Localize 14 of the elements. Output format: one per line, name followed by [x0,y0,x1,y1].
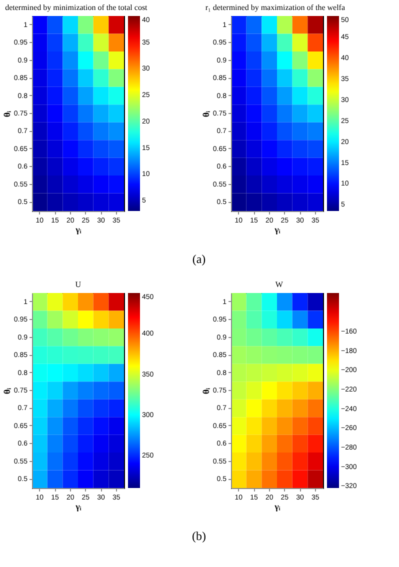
y-axis-title: θᵢ [200,387,211,394]
chart-title: W [275,280,284,289]
x-axis-title: γᵢ [274,502,281,512]
chart-title: r₁ determined by maximization of the welfa [205,3,346,12]
y-axis-title: θᵢ [200,110,211,118]
x-axis-title: γᵢ [74,224,82,234]
text: (a) [191,251,207,268]
chart-title: determined by minimization of the total cost [5,3,148,12]
x-axis-title: γᵢ [274,224,281,234]
y-axis-title: θᵢ [2,110,12,118]
y-axis-title: θᵢ [2,387,12,394]
text: (b) [191,528,207,545]
x-axis-title: γᵢ [74,502,82,512]
chart-title: U [75,280,82,289]
